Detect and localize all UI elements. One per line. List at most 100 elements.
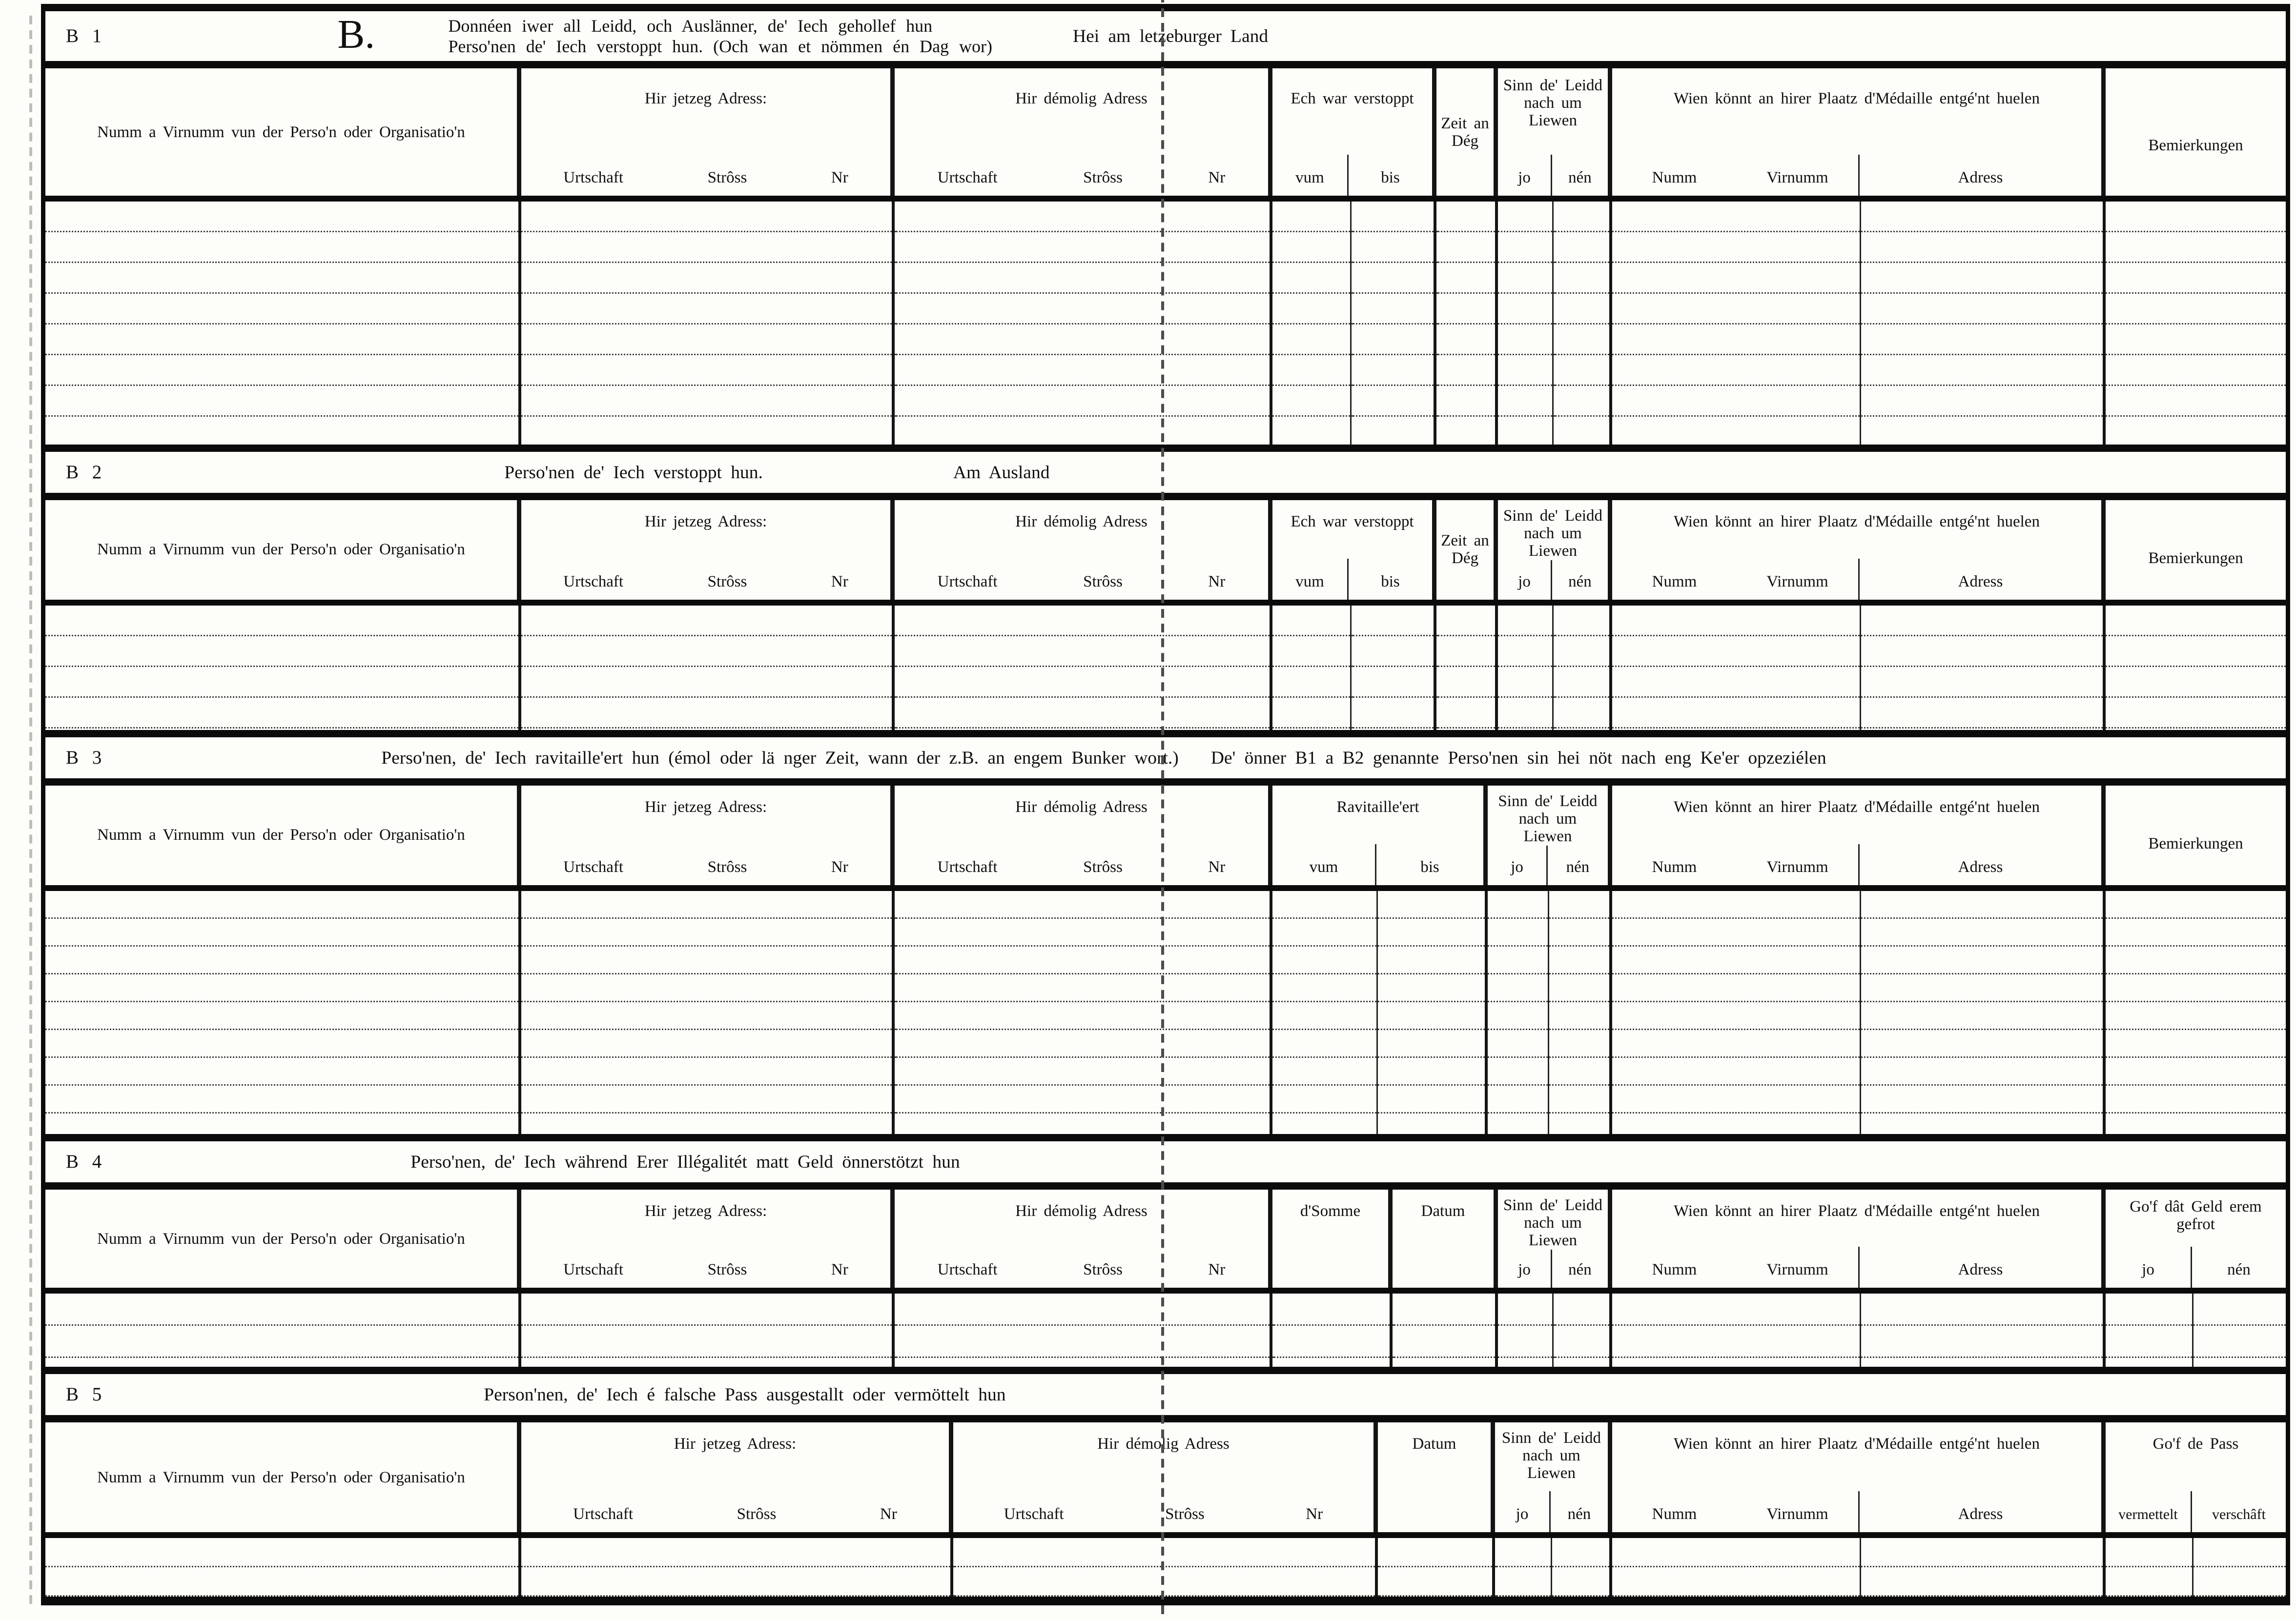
- entries-current-address: [521, 202, 895, 447]
- entry-row-line: [1498, 698, 1552, 729]
- section-title-line1: Donnéen iwer all Leidd, och Auslänner, d…: [448, 16, 933, 36]
- sub-urtschaft: Urtschaft: [937, 573, 998, 591]
- entry-row-line: [1549, 1030, 1609, 1058]
- entry-row-line: [1272, 202, 1350, 232]
- entry-row-line: [1498, 606, 1552, 636]
- col-medal-recipient-sublabels: Numm Virnumm Adress: [1612, 844, 2101, 885]
- sub-stross: Strôss: [1083, 859, 1123, 876]
- sub-stross: Strôss: [1083, 1261, 1123, 1279]
- entry-row-line: [1498, 386, 1552, 417]
- col-date-title: Datum: [1412, 1436, 1456, 1453]
- col-pass-provided-sublabels: vermettelt verschâft: [2106, 1491, 2286, 1532]
- entry-row-line: [1272, 324, 1350, 355]
- entry-row-line: [521, 891, 892, 919]
- entries-zeit: [1436, 606, 1498, 730]
- entry-row-line: [895, 891, 1270, 919]
- entry-row-line: [2106, 636, 2286, 667]
- entry-row-line: [45, 698, 518, 729]
- entry-row-line: [1378, 974, 1485, 1002]
- col-amount: d'Somme: [1272, 1190, 1393, 1288]
- entries-date: [1378, 1538, 1495, 1597]
- entry-row-line: [1612, 1538, 1860, 1567]
- entry-row-line: [45, 294, 518, 324]
- col-former-address-title: Hir démolig Adress: [1015, 1203, 1148, 1220]
- entries-zeit: [1436, 202, 1498, 447]
- entry-row-line: [1612, 1030, 1860, 1058]
- entry-row-line: [1861, 1294, 2103, 1326]
- entry-row-line: [1378, 1030, 1485, 1058]
- entry-row-line: [1272, 1058, 1376, 1086]
- entry-row-line: [45, 1326, 518, 1358]
- entry-row-line: [1498, 294, 1552, 324]
- col-medal-recipient-title: Wien könnt an hirer Plaatz d'Médaille en…: [1674, 90, 2040, 108]
- entry-row-line: [45, 1294, 518, 1326]
- entry-row-line: [1549, 1058, 1609, 1086]
- sub-jo: jo: [1498, 1250, 1552, 1288]
- entry-row-line: [521, 1538, 950, 1567]
- entry-row-line: [45, 355, 518, 386]
- section-b5: B 5 Person'nen, de' Iech é falsche Pass …: [45, 1367, 2286, 1597]
- entry-row-line: [1272, 1326, 1390, 1358]
- col-former-address: Hir démolig Adress Urtschaft Strôss Nr: [953, 1422, 1378, 1532]
- sub-bis: bis: [1420, 859, 1439, 876]
- entries-vum: [1272, 891, 1378, 1141]
- entry-row-line: [45, 974, 518, 1002]
- section-title-part2: De' önner B1 a B2 genannte Perso'nen sin…: [1210, 747, 1826, 768]
- col-former-address: Hir démolig Adress Urtschaft Strôss Nr: [895, 500, 1272, 600]
- col-current-address-title: Hir jetzeg Adress:: [644, 799, 767, 816]
- sub-verschaft: verschâft: [2212, 1507, 2266, 1523]
- col-numm-virnumm: Numm a Virnumm vun der Perso'n oder Orga…: [45, 68, 521, 196]
- entry-row-line: [1549, 919, 1609, 947]
- entries-jo: [1498, 606, 1554, 730]
- entry-row-line: [1861, 919, 2103, 947]
- entry-row-line: [521, 324, 892, 355]
- entry-row-line: [1272, 667, 1350, 698]
- entry-row-line: [895, 698, 1270, 729]
- section-b3-rows: [45, 891, 2286, 1141]
- entry-row-line: [521, 606, 892, 636]
- col-still-alive-title: Sinn de' Leidd nach um Liewen: [1503, 77, 1603, 130]
- entry-row-line: [1612, 636, 1860, 667]
- col-numm-virnumm: Numm a Virnumm vun der Perso'n oder Orga…: [45, 500, 521, 600]
- sub-jo: jo: [1498, 560, 1552, 600]
- col-numm-virnumm-label: Numm a Virnumm vun der Perso'n oder Orga…: [97, 827, 465, 844]
- entry-row-line: [1861, 1002, 2103, 1030]
- entry-row-line: [1612, 1058, 1860, 1086]
- entry-row-line: [1488, 1086, 1548, 1114]
- entry-row-line: [1436, 232, 1495, 263]
- entry-row-line: [1498, 417, 1552, 447]
- entry-row-line: [45, 1567, 518, 1597]
- section-b3-column-headers: Numm a Virnumm vun der Perso'n oder Orga…: [45, 786, 2286, 891]
- entries-jo: [1498, 202, 1554, 447]
- entries-adress-medal: [1861, 891, 2106, 1141]
- entry-row-line: [895, 919, 1270, 947]
- entry-row-line: [895, 1326, 1270, 1358]
- entry-row-line: [1272, 1086, 1376, 1114]
- entry-row-line: [45, 636, 518, 667]
- entry-row-line: [1436, 606, 1495, 636]
- entries-adress-medal: [1861, 606, 2106, 730]
- entry-row-line: [2106, 1086, 2286, 1114]
- entry-row-line: [2106, 1002, 2286, 1030]
- entry-row-line: [2106, 1030, 2286, 1058]
- entries-adress-medal: [1861, 1294, 2106, 1367]
- entry-row-line: [1498, 667, 1552, 698]
- entry-row-line: [521, 974, 892, 1002]
- entry-row-line: [1554, 232, 1609, 263]
- entry-row-line: [521, 1567, 950, 1597]
- entry-row-line: [1378, 1538, 1492, 1567]
- entry-row-line: [1272, 1030, 1376, 1058]
- entry-row-line: [521, 1294, 892, 1326]
- sub-numm: Numm: [1652, 169, 1697, 187]
- entry-row-line: [1861, 636, 2103, 667]
- entry-row-line: [2106, 294, 2286, 324]
- entry-row-line: [1612, 919, 1860, 947]
- entry-row-line: [1488, 1058, 1548, 1086]
- entry-row-line: [895, 324, 1270, 355]
- section-b1-titlebar: B 1 B. Donnéen iwer all Leidd, och Auslä…: [45, 11, 2286, 68]
- entry-row-line: [895, 1294, 1270, 1326]
- col-still-alive-sublabels: jo nén: [1495, 1491, 1608, 1532]
- col-pass-provided-title: Go'f de Pass: [2152, 1436, 2239, 1453]
- entry-row-line: [1272, 232, 1350, 263]
- col-zeit-an-deg-label: Zeit an Dég: [1441, 532, 1489, 567]
